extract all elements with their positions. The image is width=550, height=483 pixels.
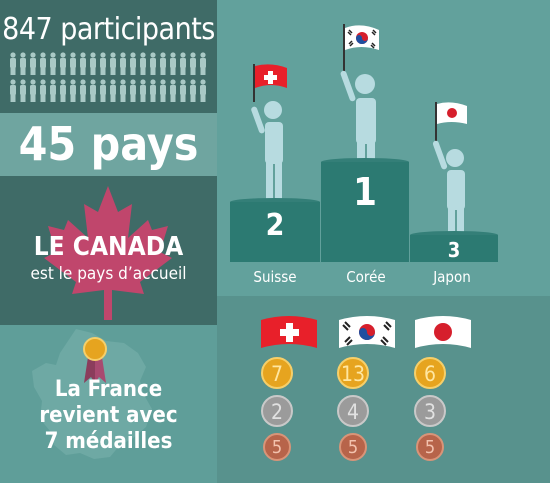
person-icon [190, 79, 196, 102]
person-icon [80, 52, 86, 75]
podium-country-label: Suisse [253, 268, 297, 286]
podium-blocks [230, 158, 498, 262]
host-country-panel: LE CANADA est le pays d’accueil [0, 176, 217, 325]
person-icon [200, 79, 206, 102]
athlete-figure-2 [251, 101, 283, 202]
person-icon [180, 52, 186, 75]
person-icon [170, 79, 176, 102]
person-icon [40, 79, 46, 102]
person-icon [200, 52, 206, 75]
person-icon [150, 79, 156, 102]
person-icon [120, 79, 126, 102]
france-panel: La France revient avec 7 médailles [0, 325, 217, 483]
silver-medal-count: 4 [337, 395, 369, 427]
japan-flag-icon [435, 102, 467, 145]
person-icon [30, 79, 36, 102]
person-icon [130, 52, 136, 75]
bronze-medal-count: 5 [339, 433, 367, 461]
silver-medal-count: 2 [261, 395, 293, 427]
podium-panel: 2 1 3 Suisse Corée Japon [217, 0, 550, 296]
gold-medal-count: 6 [414, 357, 446, 389]
athlete-figure-3 [432, 140, 465, 234]
person-icon [140, 79, 146, 102]
person-icon [140, 52, 146, 75]
podium-country-label: Corée [346, 268, 386, 286]
france-text-line: 7 médailles [44, 429, 173, 454]
switzerland-flag-icon [261, 316, 317, 348]
gold-medal-count: 7 [261, 357, 293, 389]
person-icon [100, 52, 106, 75]
maple-leaf-icon [44, 186, 172, 320]
person-icon [110, 79, 116, 102]
podium-rank-2: 2 [265, 208, 285, 243]
person-icon [110, 52, 116, 75]
person-icon [120, 52, 126, 75]
person-icon [160, 52, 166, 75]
person-icon [20, 52, 26, 75]
person-icon [80, 79, 86, 102]
south-korea-flag-icon [339, 316, 395, 348]
bronze-medal-count: 5 [416, 433, 444, 461]
countries-count: 45 pays [18, 117, 199, 171]
france-text-line: La France [54, 377, 163, 402]
person-icon [180, 79, 186, 102]
south-korea-flag-icon [343, 24, 379, 72]
bronze-medal-count: 5 [263, 433, 291, 461]
countries-panel: 45 pays [0, 113, 217, 176]
gold-medal-count: 13 [337, 357, 369, 389]
person-icon [190, 52, 196, 75]
host-country-name: LE CANADA [33, 232, 184, 262]
person-icon [10, 79, 16, 102]
host-country-caption: est le pays d’accueil [30, 264, 187, 284]
person-icon [50, 52, 56, 75]
person-icon [160, 79, 166, 102]
person-icon [10, 52, 16, 75]
person-icon [50, 79, 56, 102]
france-map-icon [32, 329, 152, 459]
athlete-figure-1 [340, 70, 376, 170]
japan-flag-icon [415, 316, 471, 348]
person-icon [90, 52, 96, 75]
person-icon [60, 79, 66, 102]
podium-rank-1: 1 [353, 170, 377, 214]
person-icon [90, 79, 96, 102]
person-icon [100, 79, 106, 102]
people-grid [10, 52, 206, 102]
podium-country-label: Japon [433, 268, 471, 286]
silver-medal-count: 3 [414, 395, 446, 427]
medal-icon [83, 337, 107, 383]
person-icon [70, 52, 76, 75]
switzerland-flag-icon [253, 64, 287, 102]
participants-count: 847 participants [2, 12, 215, 47]
france-medal-text: La France revient avec 7 médailles [0, 377, 217, 455]
person-icon [60, 52, 66, 75]
person-icon [30, 52, 36, 75]
podium-rank-3: 3 [447, 238, 461, 262]
france-text-line: revient avec [39, 403, 178, 428]
medal-table-panel: 7 13 6 2 4 3 5 5 5 [217, 296, 550, 483]
person-icon [70, 79, 76, 102]
person-icon [170, 52, 176, 75]
person-icon [40, 52, 46, 75]
person-icon [130, 79, 136, 102]
person-icon [150, 52, 156, 75]
person-icon [20, 79, 26, 102]
participants-panel: 847 participants [0, 0, 217, 113]
